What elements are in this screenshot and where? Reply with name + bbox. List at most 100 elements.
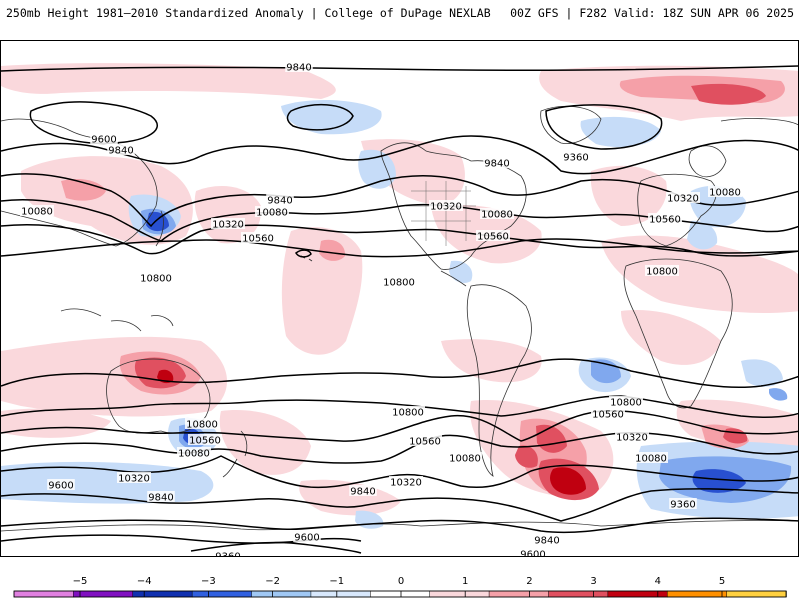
contour-label: 9840 xyxy=(148,493,173,504)
contour-label: 9360 xyxy=(670,500,695,511)
contour-label-background xyxy=(519,548,547,556)
contour-label: 9840 xyxy=(534,536,559,547)
positive-anomaly-region xyxy=(61,179,106,201)
contour-label-background xyxy=(107,144,135,155)
contour-label: 10320 xyxy=(212,220,244,231)
contour-label: 10320 xyxy=(430,202,462,213)
colorbar-swatch xyxy=(429,590,490,598)
negative-anomaly-region xyxy=(741,359,783,387)
colorbar-swatch xyxy=(370,590,431,598)
contour-label: 10560 xyxy=(189,436,221,447)
colorbar-swatch xyxy=(251,590,312,598)
colorbar-tick-label: 4 xyxy=(655,576,661,587)
contour-label-background xyxy=(177,447,211,458)
contour-label-background xyxy=(20,205,54,216)
colorbar-swatch xyxy=(548,590,609,598)
contour-label-background xyxy=(609,396,643,407)
anomaly-map: 9840960098401008010320105601080098401008… xyxy=(1,41,798,558)
contour-label: 10320 xyxy=(118,474,150,485)
colorbar-tick-label: −1 xyxy=(329,576,344,587)
contour-label: 10320 xyxy=(616,433,648,444)
colorbar-swatch xyxy=(666,590,728,598)
colorbar-tick-label: 1 xyxy=(462,576,468,587)
positive-anomaly-region xyxy=(621,310,721,365)
very-strong-positive-anomaly-region xyxy=(157,369,174,384)
strong-negative-anomaly-region xyxy=(692,469,746,493)
contour-label: 10080 xyxy=(256,208,288,219)
contour-label-background xyxy=(591,408,625,419)
model-run-valid-time: 00Z GFS | F282 Valid: 18Z SUN APR 06 202… xyxy=(510,6,794,20)
contour-label-background xyxy=(408,435,442,446)
contour-label-background xyxy=(708,186,742,197)
positive-anomaly-region xyxy=(590,165,667,226)
contour-label: 10080 xyxy=(635,454,667,465)
contour-label-background xyxy=(211,218,245,229)
contour-label: 10080 xyxy=(21,207,53,218)
contour-label: 10080 xyxy=(709,188,741,199)
contour-label-background xyxy=(483,157,511,168)
contour-label-background xyxy=(448,452,482,463)
colorbar-tick-label: −5 xyxy=(73,576,88,587)
contour-label: 10800 xyxy=(392,408,424,419)
contour-label: 10560 xyxy=(409,437,441,448)
colorbar-tick-label: 5 xyxy=(719,576,725,587)
contour-label: 10560 xyxy=(592,410,624,421)
contour-label-background xyxy=(648,213,682,224)
coastlines xyxy=(1,106,798,532)
colorbar-swatch xyxy=(191,590,253,598)
contour-label: 10800 xyxy=(646,267,678,278)
contour-label: 10560 xyxy=(477,232,509,243)
colorbar-tick-label: 2 xyxy=(526,576,532,587)
contour-label-background xyxy=(645,265,679,276)
contour-label: 9840 xyxy=(267,196,292,207)
very-strong-positive-anomaly-region xyxy=(550,467,586,495)
contour-label: 9840 xyxy=(286,63,311,74)
contour-label: 9600 xyxy=(91,135,116,146)
contour-label-background xyxy=(255,206,289,217)
colorbar-swatch xyxy=(73,590,134,598)
positive-anomaly-region xyxy=(281,227,363,355)
colorbar-swatch xyxy=(726,590,787,598)
contour-label-background xyxy=(533,534,561,545)
positive-anomaly-region xyxy=(441,339,542,383)
contour-label: 10080 xyxy=(178,449,210,460)
contour-label: 9840 xyxy=(108,146,133,157)
contour-label-background xyxy=(90,133,118,144)
colorbar-tick-label: −3 xyxy=(201,576,216,587)
contour-label-background xyxy=(185,418,219,429)
negative-anomaly-region xyxy=(687,220,718,250)
contour-labels: 9840960098401008010320105601080098401008… xyxy=(20,61,742,558)
contour-label-background xyxy=(382,276,416,287)
contour-label-background xyxy=(391,406,425,417)
colorbar-frame xyxy=(13,590,787,598)
contour-label-background xyxy=(147,491,175,502)
negative-anomaly-region xyxy=(281,99,382,135)
contour-label-background xyxy=(293,531,321,542)
contour-label-background xyxy=(117,472,151,483)
contour-label: 10080 xyxy=(481,210,513,221)
colorbar-tick-label: 0 xyxy=(398,576,404,587)
contour-label: 10080 xyxy=(449,454,481,465)
contour-label: 9600 xyxy=(48,481,73,492)
negative-anomaly-region xyxy=(580,116,661,148)
contour-label-background xyxy=(429,200,463,211)
colorbar-swatch xyxy=(488,590,550,598)
colorbar-swatch xyxy=(13,590,75,598)
contour-label-background xyxy=(188,434,222,445)
map-panel[interactable]: 9840 9600 9840 10080 10320 10560 10800 9840 1008… xyxy=(0,40,799,557)
contour-label-background xyxy=(634,452,668,463)
contour-label-background xyxy=(666,192,700,203)
positive-anomaly-region xyxy=(1,408,111,438)
contour-label: 10800 xyxy=(186,420,218,431)
contour-label-background xyxy=(476,230,510,241)
colorbar-tick-label: −4 xyxy=(137,576,152,587)
contour-label: 9840 xyxy=(484,159,509,170)
contour-label: 9600 xyxy=(520,550,545,558)
contour-label: 10320 xyxy=(667,194,699,205)
contour-label: 9360 xyxy=(215,552,240,558)
contour-label-background xyxy=(389,476,423,487)
contour-label: 9360 xyxy=(563,153,588,164)
contour-label-background xyxy=(47,479,75,490)
colorbar-swatch xyxy=(132,590,193,598)
contour-label-background xyxy=(669,498,697,509)
